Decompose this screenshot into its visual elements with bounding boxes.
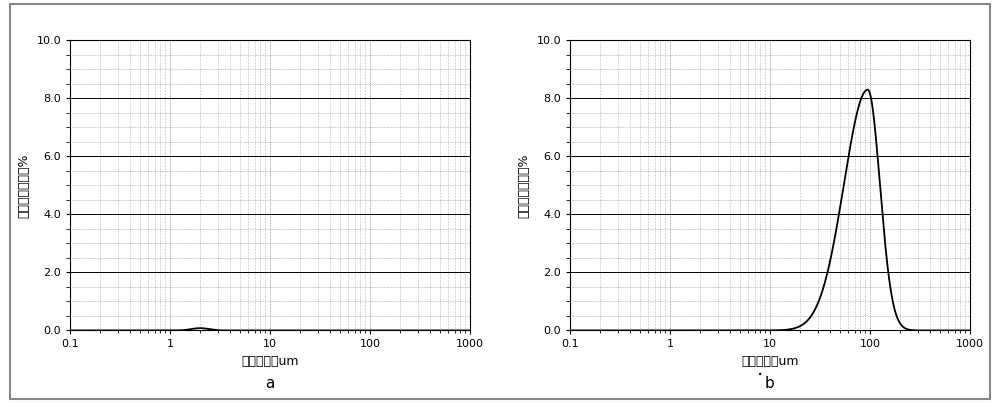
Text: a: a bbox=[265, 376, 275, 391]
Text: .: . bbox=[757, 360, 763, 379]
Text: b: b bbox=[765, 376, 775, 391]
Y-axis label: 体积百分含量，%: 体积百分含量，% bbox=[518, 153, 531, 218]
X-axis label: 额粒直径，um: 额粒直径，um bbox=[741, 355, 799, 368]
X-axis label: 额粒直径，um: 额粒直径，um bbox=[241, 355, 299, 368]
Y-axis label: 体积百分含量，%: 体积百分含量，% bbox=[18, 153, 31, 218]
